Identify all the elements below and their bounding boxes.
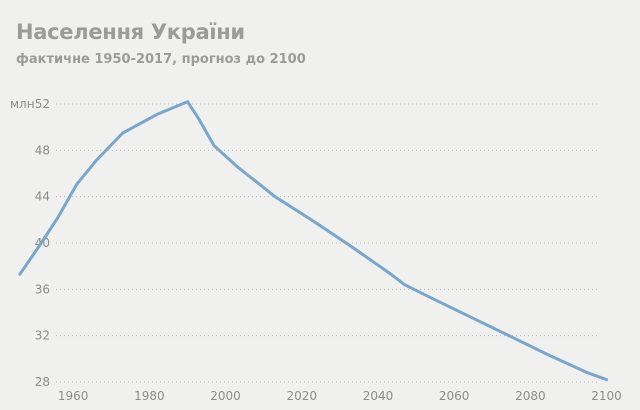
x-tick-label: 2060 <box>439 389 470 403</box>
y-tick-label: 36 <box>35 282 50 296</box>
series-line-0 <box>18 100 609 382</box>
x-tick-label: 1960 <box>58 389 89 403</box>
y-tick-label: 44 <box>35 190 50 204</box>
x-tick-label: 2080 <box>515 389 546 403</box>
chart-subtitle: фактичне 1950-2017, прогноз до 2100 <box>16 52 306 67</box>
y-unit-label: млн <box>10 97 35 111</box>
x-tick-label: 1980 <box>134 389 165 403</box>
y-tick-label: 28 <box>35 375 50 389</box>
x-tick-label: 2040 <box>363 389 394 403</box>
x-tick-label: 2020 <box>286 389 317 403</box>
y-tick-label: 48 <box>35 143 50 157</box>
series-group <box>18 100 609 382</box>
y-tick-label: 32 <box>35 329 50 343</box>
y-tick-label: 52 <box>35 97 50 111</box>
x-axis-ticks: 1960 1980 2000 2020 2040 2060 2080 2100 <box>58 389 622 403</box>
x-tick-label: 2000 <box>210 389 241 403</box>
x-tick-label: 2100 <box>591 389 622 403</box>
chart-title: Населення України <box>16 20 245 44</box>
